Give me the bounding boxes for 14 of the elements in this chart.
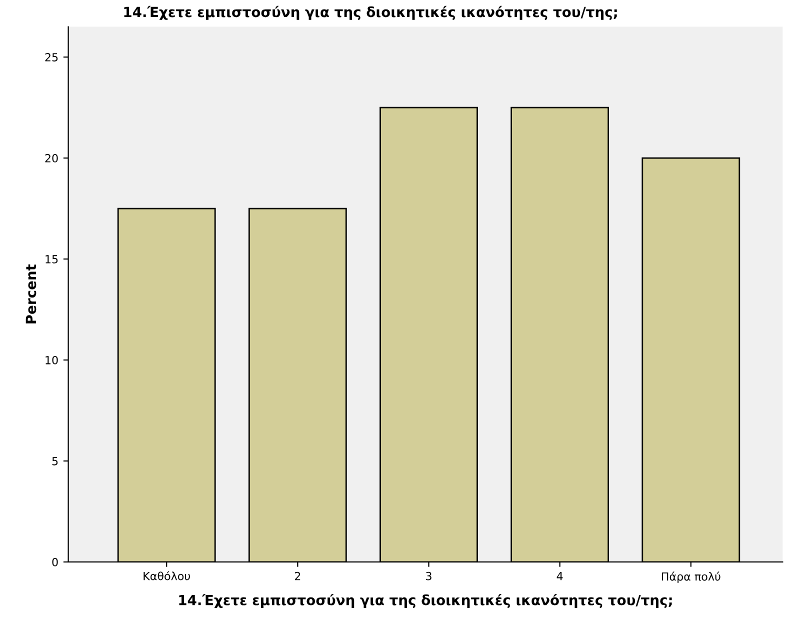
- x-tick-label: 3: [426, 572, 432, 580]
- x-axis-title: 14.Έχετε εμπιστοσύνη για της διοικητικές ικανότητες του/της;: [179, 594, 672, 608]
- y-tick-label: 20: [45, 154, 58, 162]
- x-tick-label: Πάρα πολύ: [662, 572, 720, 583]
- x-tick-label: 4: [556, 572, 563, 580]
- y-axis-title: Percent: [26, 264, 36, 324]
- x-tick-label: Καθόλου: [144, 571, 190, 580]
- x-tick-label: 2: [294, 572, 300, 580]
- chart-title: 14.Έχετε εμπιστοσύνη για της διοικητικές ικανότητες του/της;: [124, 6, 617, 20]
- y-tick-label: 15: [46, 255, 58, 264]
- y-tick-label: 25: [45, 53, 58, 62]
- y-tick-label: 10: [46, 356, 58, 364]
- y-tick-label: 0: [52, 558, 58, 566]
- y-tick-label: 5: [52, 457, 58, 466]
